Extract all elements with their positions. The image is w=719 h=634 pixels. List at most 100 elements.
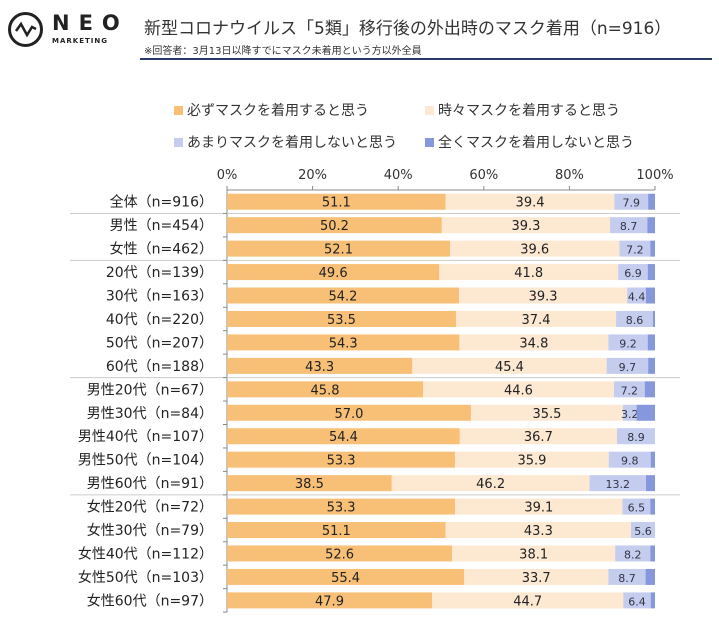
data-label: 6.5 — [628, 502, 646, 515]
data-label: 4.4 — [628, 291, 646, 304]
data-label: 50.2 — [320, 219, 349, 234]
bar-segment — [616, 310, 653, 327]
bar-segment — [391, 475, 590, 492]
data-label: 52.6 — [325, 547, 354, 562]
x-tick-label: 0% — [217, 168, 238, 183]
bar-segment — [650, 498, 655, 515]
bar-segment — [650, 240, 655, 257]
data-label: 39.1 — [524, 501, 553, 516]
bar-segment — [455, 451, 609, 468]
data-label: 9.7 — [619, 361, 637, 374]
bar-segment — [227, 240, 450, 257]
data-label: 6.9 — [624, 267, 642, 280]
data-label: 53.5 — [327, 313, 356, 328]
data-label: 45.4 — [495, 360, 524, 375]
data-label: 6.4 — [628, 595, 646, 608]
bar-segment — [449, 240, 620, 257]
bar-segment — [647, 334, 655, 351]
bar-segment — [610, 217, 648, 234]
data-label: 52.1 — [324, 243, 353, 258]
legend-label: 時々マスクを着用すると思う — [438, 103, 620, 119]
bar-segment — [622, 498, 651, 515]
data-label: 7.2 — [626, 244, 644, 257]
bar-segment — [227, 498, 456, 515]
data-label: 47.9 — [315, 594, 344, 609]
x-tick-label: 60% — [469, 168, 498, 183]
legend-label: 必ずマスクを着用すると思う — [187, 103, 369, 119]
data-label: 53.3 — [327, 501, 356, 516]
bar-segment — [455, 310, 617, 327]
data-label: 7.2 — [621, 384, 639, 397]
category-label: 女性60代（n=97） — [87, 592, 213, 609]
bar-segment — [652, 310, 655, 327]
category-label: 女性20代（n=72） — [87, 499, 213, 516]
bar-segment — [616, 428, 655, 445]
data-label: 43.3 — [524, 524, 553, 539]
data-label: 9.8 — [621, 455, 639, 468]
category-label: 男性20代（n=67） — [87, 382, 213, 398]
data-label: 49.6 — [319, 266, 348, 281]
x-tick-label: 100% — [636, 168, 673, 183]
legend-item: あまりマスクを着用しないと思う — [174, 132, 397, 152]
category-label: 30代（n=163） — [106, 289, 213, 305]
data-label: 33.7 — [522, 571, 551, 586]
bar-segment — [619, 240, 651, 257]
data-label: 41.8 — [514, 266, 543, 281]
logo-icon — [8, 12, 43, 47]
x-tick-label: 80% — [555, 168, 584, 183]
category-label: 女性30代（n=79） — [87, 522, 213, 539]
bar-segment — [227, 592, 433, 609]
category-label: 女性（n=462） — [110, 241, 213, 258]
bar-segment — [614, 193, 649, 210]
bar-segment — [227, 217, 442, 234]
bar-segment — [645, 568, 655, 585]
data-label: 54.2 — [329, 290, 358, 305]
bar-segment — [648, 193, 655, 210]
bar-segment — [455, 498, 623, 515]
bar-segment — [589, 475, 647, 492]
data-label: 8.7 — [620, 220, 638, 233]
data-label: 57.0 — [335, 407, 364, 422]
bar-segment — [631, 522, 655, 539]
bar-segment — [627, 287, 647, 304]
bar-segment — [644, 381, 655, 398]
data-label: 51.1 — [322, 524, 351, 539]
category-label: 男性60代（n=91） — [87, 476, 213, 492]
category-label: 60代（n=188） — [106, 359, 213, 375]
data-label: 46.2 — [476, 477, 505, 492]
bar-segment — [227, 568, 465, 585]
bar-segment — [608, 451, 651, 468]
bar-segment — [618, 264, 648, 281]
category-label: 男性50代（n=104） — [78, 453, 213, 469]
bar-segment — [432, 592, 624, 609]
bar-segment — [464, 568, 609, 585]
bar-segment — [227, 404, 471, 421]
bar-segment — [227, 522, 446, 539]
bar-segment — [227, 310, 456, 327]
category-label: 男性30代（n=84） — [87, 406, 213, 422]
data-label: 35.5 — [532, 407, 561, 422]
category-label: 全体（n=916） — [110, 194, 213, 211]
category-label: 男性40代（n=107） — [78, 429, 213, 445]
bar-segment — [445, 193, 615, 210]
bar-segment — [606, 357, 649, 374]
data-label: 3.2 — [621, 408, 639, 421]
logo-text: NEO — [52, 11, 129, 35]
data-label: 45.8 — [311, 383, 340, 398]
bar-segment — [647, 217, 655, 234]
data-label: 5.6 — [634, 525, 652, 538]
data-label: 55.4 — [331, 571, 360, 586]
bar-segment — [650, 545, 655, 562]
bar-segment — [647, 264, 655, 281]
bar-segment — [459, 428, 617, 445]
bar-segment — [423, 381, 614, 398]
data-label: 38.1 — [519, 547, 548, 562]
data-label: 9.2 — [619, 337, 637, 350]
logo-sub: MARKETING — [52, 37, 108, 45]
bar-segment — [608, 568, 646, 585]
data-label: 53.3 — [327, 454, 356, 469]
bar-segment — [623, 592, 651, 609]
title-rule — [140, 58, 712, 60]
